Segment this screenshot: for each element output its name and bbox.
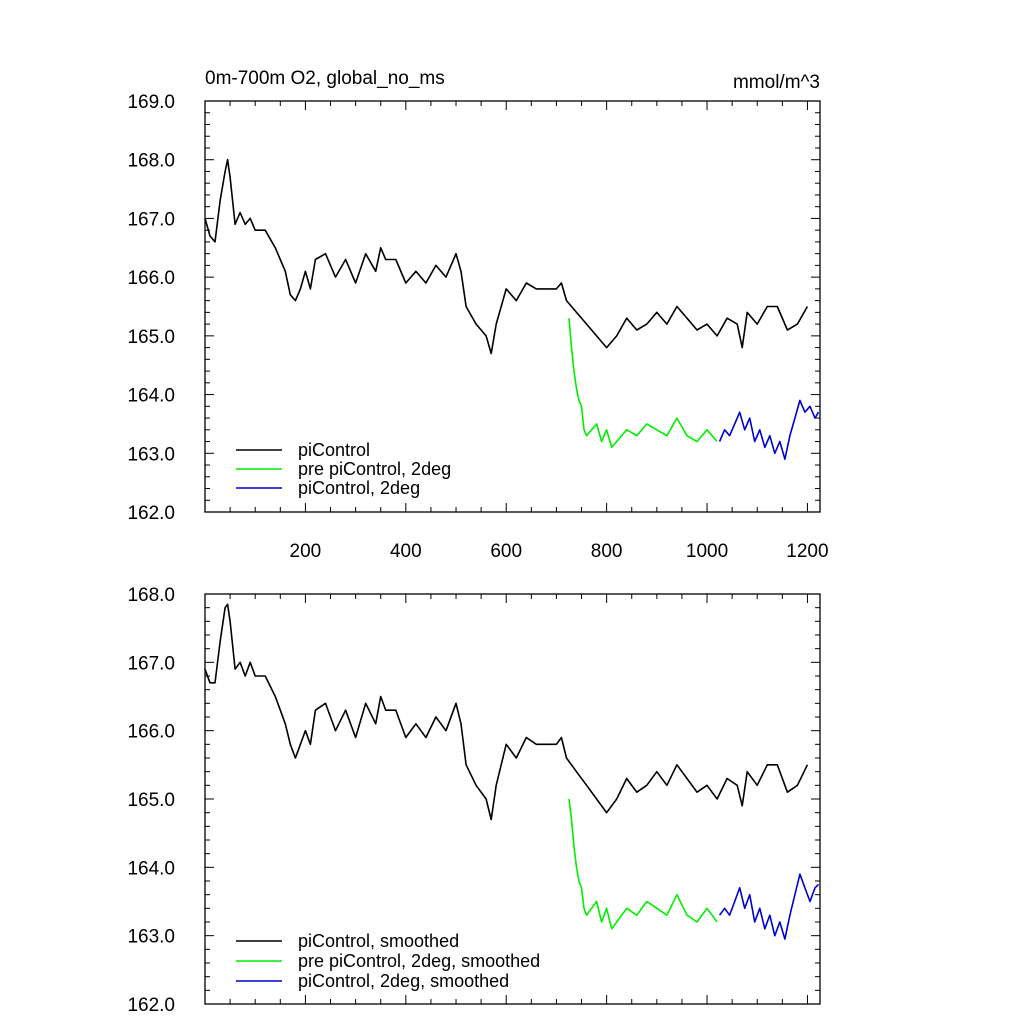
x-tick-label: 200 xyxy=(290,541,322,562)
bottom-panel: 162.0 163.0 164.0 165.0 166.0 167.0 168.0 piCon… xyxy=(127,585,821,1016)
y-tick-label: 168.0 xyxy=(127,585,175,606)
x-tick-label: 1000 xyxy=(686,541,728,562)
x-tick-label: 400 xyxy=(390,541,422,562)
x-tick-label: 600 xyxy=(490,541,522,562)
y-tick-label: 165.0 xyxy=(127,790,175,811)
y-tick-label: 164.0 xyxy=(127,386,175,407)
series-line-1 xyxy=(204,158,809,355)
plot-frame xyxy=(204,100,821,513)
legend-label: piControl, 2deg xyxy=(298,478,420,498)
y-tick-label: 163.0 xyxy=(127,444,175,465)
series-line-1 xyxy=(204,603,809,821)
y-tick-label: 162.0 xyxy=(127,995,175,1016)
chart-title: 0m-700m O2, global_no_ms xyxy=(205,68,445,89)
x-tick-label: 800 xyxy=(591,541,623,562)
y-tick-label: 167.0 xyxy=(127,653,175,674)
top-panel: 162.0 163.0 164.0 165.0 166.0 167.0 168.0 169.0… xyxy=(127,92,828,562)
y-tick-label: 165.0 xyxy=(127,327,175,348)
y-tick-label: 163.0 xyxy=(127,927,175,948)
legend-label: piControl, smoothed xyxy=(298,931,459,951)
legend-label: piControl, 2deg, smoothed xyxy=(298,971,509,991)
y-tick-label: 168.0 xyxy=(127,151,175,172)
series-line-2 xyxy=(568,798,718,930)
y-tick-label: 164.0 xyxy=(127,858,175,879)
y-tick-label: 162.0 xyxy=(127,503,175,524)
y-tick-label: 167.0 xyxy=(127,209,175,230)
units-label: mmol/m^3 xyxy=(733,72,820,93)
y-tick-label: 166.0 xyxy=(127,268,175,289)
legend-label: pre piControl, 2deg xyxy=(298,459,451,479)
y-tick-label: 166.0 xyxy=(127,722,175,743)
series-line-3 xyxy=(718,873,820,940)
x-tick-label: 1200 xyxy=(786,541,828,562)
legend-label: piControl xyxy=(298,440,370,460)
legend-label: pre piControl, 2deg, smoothed xyxy=(298,951,540,971)
series-line-2 xyxy=(568,318,718,449)
y-tick-label: 169.0 xyxy=(127,92,175,113)
series-line-3 xyxy=(718,399,820,461)
